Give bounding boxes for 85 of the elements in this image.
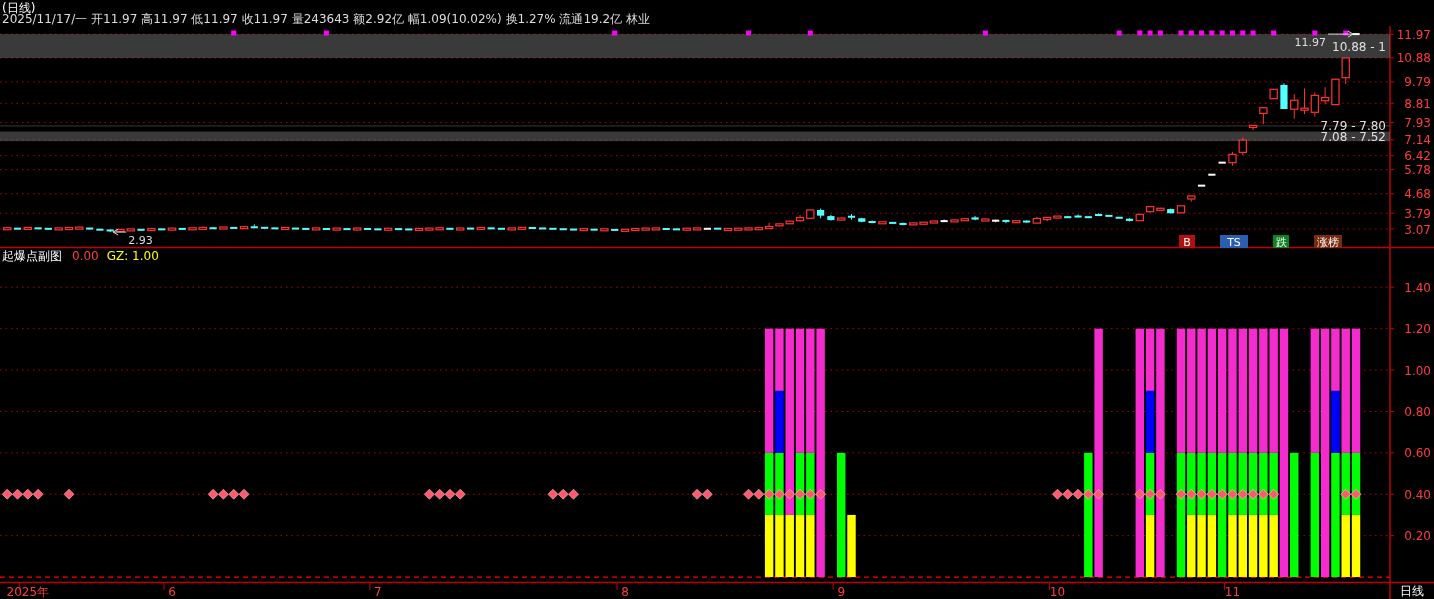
annotation: 0.00	[72, 249, 99, 263]
bar	[1351, 328, 1361, 453]
candlestick	[1300, 87, 1309, 115]
bar	[1331, 328, 1340, 391]
annotation: 跌	[1275, 236, 1287, 249]
bar	[785, 514, 794, 578]
x-tick-label: 2025年	[6, 585, 50, 599]
x-tick-label: 6	[168, 585, 176, 599]
bar	[1341, 514, 1350, 578]
bar	[1331, 452, 1340, 578]
annotation: B	[1183, 236, 1191, 249]
bar	[1228, 514, 1237, 578]
y-tick-label: 1.20	[1404, 322, 1431, 337]
annotation: GZ: 1.00	[106, 249, 159, 263]
candlestick	[1341, 57, 1350, 85]
x-tick-label: 10	[1049, 585, 1066, 599]
bar	[775, 390, 784, 453]
annotation: 涨榜	[1317, 236, 1339, 249]
y-tick-label: 0.40	[1404, 487, 1431, 502]
annotation: 2.93	[128, 233, 153, 247]
band-label: 10.88 - 1	[1332, 39, 1386, 54]
y-tick-label: 7.14	[1404, 133, 1431, 148]
bar	[1145, 390, 1155, 453]
y-tick-label: 0.80	[1404, 404, 1431, 419]
annotation: 11.97	[1294, 36, 1327, 50]
x-tick-label: 11	[1224, 585, 1241, 599]
bar	[1145, 328, 1155, 391]
bar	[1207, 514, 1217, 578]
candlestick	[1310, 92, 1320, 118]
bar	[1310, 328, 1320, 453]
bar	[1351, 514, 1361, 578]
candlestick	[1290, 93, 1299, 120]
y-tick-label: 6.42	[1404, 149, 1431, 164]
bar	[1331, 390, 1340, 453]
candlestick	[1320, 86, 1330, 105]
y-tick-label: 10.88	[1396, 51, 1431, 66]
bar	[1084, 452, 1093, 578]
text: 日线	[1400, 584, 1424, 598]
bar	[1310, 452, 1320, 578]
bar	[1145, 514, 1155, 578]
y-tick-label: 1.40	[1404, 280, 1431, 295]
bar	[1320, 328, 1330, 578]
bar	[806, 514, 815, 578]
y-tick-label: 4.68	[1404, 187, 1431, 202]
y-tick-label: 1.00	[1404, 363, 1431, 378]
bar	[1156, 328, 1165, 578]
x-tick-label: 9	[837, 585, 846, 599]
bar	[775, 328, 784, 391]
bar	[1238, 514, 1247, 578]
bar	[1290, 452, 1299, 578]
bar	[764, 328, 774, 453]
candlestick	[764, 222, 774, 230]
bar	[847, 514, 856, 578]
chart-title: 起爆点副图	[2, 249, 62, 263]
band-label: 7.08 - 7.52	[1320, 129, 1386, 144]
annotation: TS	[1226, 236, 1241, 249]
bar	[1341, 328, 1350, 453]
y-tick-label: 8.81	[1404, 96, 1431, 111]
y-tick-label: 0.20	[1404, 529, 1431, 544]
bar	[795, 328, 805, 453]
y-tick-label: 5.78	[1404, 163, 1431, 178]
bar	[1279, 328, 1289, 578]
bar	[775, 514, 784, 578]
bar	[1135, 328, 1145, 578]
bar	[1228, 328, 1237, 453]
bar	[1238, 328, 1247, 453]
bar	[1094, 328, 1103, 578]
y-tick-label: 9.79	[1404, 75, 1431, 90]
bar	[1217, 328, 1227, 453]
bar	[764, 514, 774, 578]
y-tick-label: 7.93	[1404, 116, 1431, 131]
bar	[836, 452, 846, 578]
bar	[1207, 328, 1217, 453]
x-tick-label: 7	[374, 585, 382, 599]
bar	[785, 328, 794, 515]
bar	[795, 514, 805, 578]
bar	[1248, 328, 1258, 453]
bar	[1176, 328, 1186, 453]
x-tick-label: 8	[621, 585, 629, 599]
y-tick-label: 3.07	[1404, 222, 1431, 237]
y-tick-label: 3.79	[1404, 206, 1431, 221]
chart-title: (日线)	[2, 1, 36, 15]
y-tick-label: 11.97	[1396, 27, 1431, 42]
y-tick-label: 0.60	[1404, 446, 1431, 461]
bar	[1248, 514, 1258, 578]
